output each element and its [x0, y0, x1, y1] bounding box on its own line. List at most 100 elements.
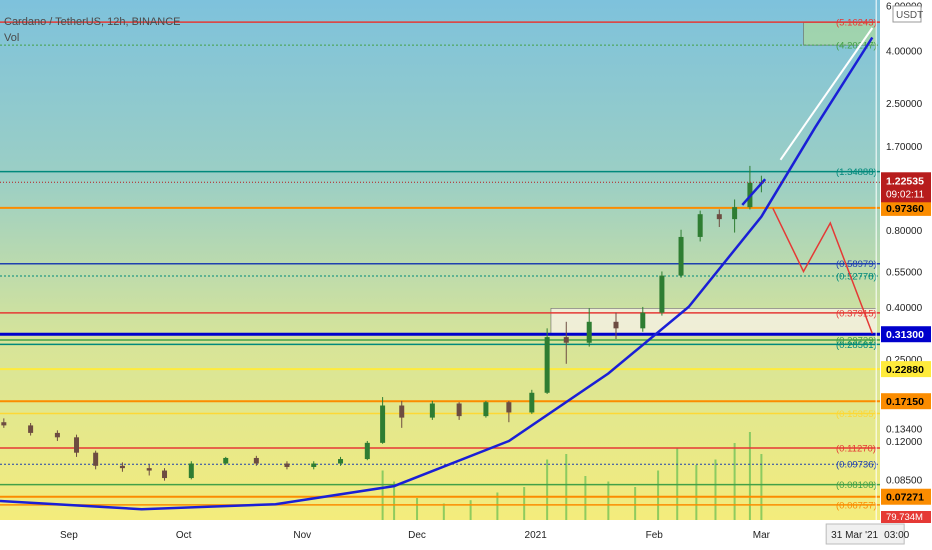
current-price-badge [881, 172, 931, 203]
price-level-badge [881, 393, 931, 410]
candle-body [456, 403, 462, 417]
price-level-badge-text: 0.97360 [886, 203, 924, 215]
currency-badge-text: USDT [896, 10, 923, 21]
fib-level-label: (0.58979) [836, 259, 877, 270]
candle-body [311, 463, 317, 467]
y-tick-label: 0.25000 [886, 355, 923, 366]
target-arrow [779, 27, 874, 161]
fib-level-label: (0.52778) [836, 272, 877, 283]
candle-body [659, 275, 665, 313]
y-tick-label: 2.50000 [886, 99, 923, 110]
fib-level-label: (5.16243) [836, 18, 877, 29]
trend-arrow [741, 178, 767, 206]
volume-bar [733, 443, 736, 520]
x-tick-label: Nov [293, 530, 311, 541]
fib-level-label: (0.09736) [836, 460, 877, 471]
countdown-text: 09:02:11 [886, 189, 925, 200]
candle-body [732, 207, 738, 220]
candle-body [563, 337, 569, 343]
candle-body [586, 321, 592, 343]
price-level-badge [881, 199, 931, 216]
volume-bar [607, 481, 610, 520]
time-axis-background [0, 520, 880, 550]
fib-level-label: (0.28561) [836, 340, 877, 351]
candle-body [380, 405, 386, 443]
volume-badge [881, 511, 931, 523]
candle-body [506, 402, 512, 413]
candle-body [544, 337, 550, 393]
y-tick-label: 0.08500 [886, 475, 923, 486]
candle-body [483, 402, 489, 417]
candle-body [146, 468, 152, 471]
fib-level-label: (0.15355) [836, 409, 877, 420]
fib-level-label: (0.37915) [836, 308, 877, 319]
volume-bar [748, 432, 751, 520]
x-tick-label: Mar [753, 530, 771, 541]
currency-badge [892, 5, 922, 23]
price-level-badge-text: 0.31300 [886, 329, 924, 341]
price-level-badge [881, 326, 931, 343]
candle-body [678, 236, 684, 276]
correction-path [772, 207, 874, 334]
y-tick-label: 0.13400 [886, 425, 923, 436]
y-tick-label: 0.12000 [886, 437, 923, 448]
fib-level-label: (4.20217) [836, 41, 877, 52]
volume-bar [584, 476, 587, 520]
price-level-badge [881, 361, 931, 378]
volume-badge-text: 79.734M [886, 512, 923, 523]
x-tick-label: Dec [408, 530, 426, 541]
parabolic-curve [0, 36, 874, 511]
candle-body [188, 463, 194, 479]
y-tick-label: 0.40000 [886, 303, 923, 314]
price-level-badge [881, 488, 931, 505]
plot-background [0, 0, 880, 520]
candle-body [74, 437, 80, 453]
volume-bar [393, 481, 396, 520]
price-axis-background [880, 0, 932, 550]
volume-bar [546, 459, 549, 520]
volume-bar [714, 459, 717, 520]
crosshair-time-label: 03:00 [884, 530, 909, 541]
volume-bar [657, 470, 660, 520]
candle-body [640, 312, 646, 329]
y-tick-label: 0.80000 [886, 226, 923, 237]
candle-body [1, 422, 7, 426]
candle-body [28, 425, 34, 433]
candle-body [93, 452, 99, 466]
fib-level-label: (1.34888) [836, 167, 877, 178]
candle-body [613, 321, 619, 329]
price-level-badge-text: 0.17150 [886, 396, 924, 408]
candle-body [284, 463, 290, 467]
volume-legend: Vol [4, 32, 20, 44]
fib-level-label: (0.08108) [836, 480, 877, 491]
x-tick-label: Sep [60, 530, 78, 541]
volume-bar [381, 470, 384, 520]
candle-body [429, 403, 435, 418]
x-tick-label: 2021 [525, 530, 548, 541]
fib-level-label: (0.29729) [836, 335, 877, 346]
price-level-badge-text: 0.07271 [886, 492, 924, 504]
candle-body [162, 470, 168, 479]
volume-bar [496, 492, 499, 520]
volume-bar [634, 487, 637, 520]
candle-body [399, 405, 405, 418]
volume-bar [695, 465, 698, 520]
candle-body [253, 457, 259, 464]
y-tick-label: 0.55000 [886, 267, 923, 278]
volume-bar [523, 487, 526, 520]
candle-body [223, 457, 229, 464]
crosshair-date-box [825, 523, 905, 545]
current-price-text: 1.22535 [886, 175, 924, 187]
symbol-title: Cardano / TetherUS, 12h, BINANCE [4, 16, 181, 28]
x-tick-label: Oct [176, 530, 192, 541]
fib-level-label: (0.11270) [836, 443, 876, 454]
price-level-badge-text: 0.22880 [886, 364, 924, 376]
y-tick-label: 4.00000 [886, 47, 923, 58]
crosshair-date-label: 31 Mar '21 [831, 530, 878, 541]
volume-bar [416, 498, 419, 520]
x-tick-label: Feb [646, 530, 664, 541]
candle-body [697, 214, 703, 237]
volume-bar [760, 454, 763, 520]
candle-body [364, 442, 370, 460]
